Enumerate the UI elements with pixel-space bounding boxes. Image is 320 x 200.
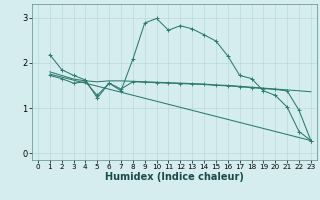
X-axis label: Humidex (Indice chaleur): Humidex (Indice chaleur) — [105, 172, 244, 182]
